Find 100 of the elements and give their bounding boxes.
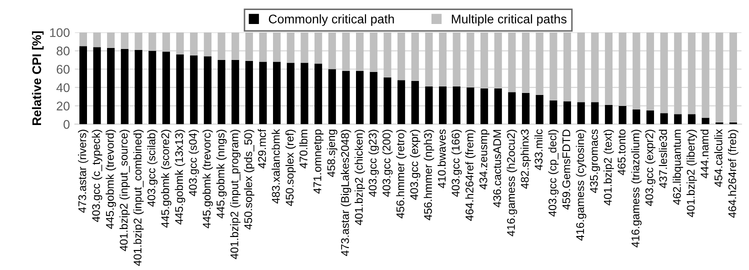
x-tick-label: 473.astar (rivers) (78, 130, 88, 213)
bar (702, 32, 710, 118)
bar (452, 86, 460, 124)
bar (632, 32, 640, 110)
bar (342, 70, 350, 124)
x-tick-label: 464.h264ref (frem) (465, 130, 476, 221)
bar (397, 80, 406, 124)
y-tick-label: 0 (64, 120, 70, 129)
bar (148, 32, 156, 51)
bar (245, 32, 253, 61)
bar (79, 46, 87, 124)
bar (204, 32, 212, 56)
bar (425, 86, 433, 124)
x-tick-label: 456.hmmer (nph3) (424, 130, 434, 220)
x-tick-label: 437.leslie3d (658, 130, 668, 188)
bar (148, 50, 156, 124)
y-tick-label: 80 (56, 46, 70, 56)
bar (190, 55, 198, 124)
x-tick-label: 403.gcc (expr2) (645, 130, 656, 206)
bar (245, 60, 253, 124)
bar (688, 114, 696, 124)
bar (563, 101, 572, 124)
x-tick-label: 471.omnetpp (314, 130, 324, 194)
bar (494, 88, 502, 124)
x-tick-label: 434.zeusmp (479, 130, 490, 190)
bar (218, 32, 226, 60)
bar (660, 113, 668, 124)
x-tick-label: 436.cactusADM (493, 130, 502, 208)
x-tick-label: 445.gobmk (trevorc) (202, 130, 213, 228)
bar (384, 77, 392, 124)
x-tick-label: 445.gobmk (trevord) (106, 130, 116, 229)
bar (411, 32, 419, 82)
x-tick-label: 444.namd (700, 130, 709, 178)
bar (134, 32, 142, 50)
bar (314, 64, 322, 124)
bar (259, 62, 267, 124)
bar (536, 94, 544, 124)
bar (232, 32, 240, 60)
bar (218, 60, 226, 124)
bar (232, 60, 240, 124)
x-tick-label: 403.gcc (166) (451, 130, 462, 197)
bar (729, 32, 738, 122)
bar (259, 32, 267, 62)
x-tick-label: 456.hmmer (retro) (396, 130, 406, 218)
bar (646, 32, 654, 110)
x-tick-label: 465.tonto (618, 130, 626, 176)
x-tick-label: 401.bzip2 (input_program) (230, 130, 241, 260)
bar (577, 32, 585, 102)
bar (632, 110, 640, 124)
bar (522, 32, 530, 93)
bar (494, 32, 502, 88)
bar (286, 32, 294, 63)
bar (120, 48, 128, 124)
legend-label: Commonly critical path (268, 14, 394, 26)
x-tick-label: 401.bzip2 (chicken) (354, 130, 365, 226)
bar (384, 32, 392, 78)
bar (162, 32, 170, 52)
bar (328, 32, 336, 70)
bar (577, 102, 585, 124)
x-tick-label: 482.sphinx3 (520, 130, 531, 189)
y-tick-label: 20 (56, 102, 70, 110)
bar (480, 88, 488, 124)
bar (176, 32, 184, 54)
bar (190, 32, 198, 56)
x-tick-label: 473.astar (BigLakes2048) (340, 130, 352, 256)
x-tick-label: 435.gromacs (590, 129, 600, 194)
x-tick-label: 403.gcc (g23) (368, 130, 379, 197)
bar (716, 32, 724, 122)
bar (660, 32, 668, 114)
bar (688, 32, 696, 114)
bar (356, 32, 364, 71)
legend-label: Multiple critical paths (452, 14, 566, 26)
x-tick-label: 410.bwaves (438, 129, 446, 188)
bar (79, 32, 87, 46)
bar (397, 32, 406, 80)
y-tick-label: 40 (56, 83, 70, 92)
bar (120, 32, 128, 49)
x-tick-label: 401.bzip2 (liberty) (686, 130, 697, 218)
bar (702, 118, 710, 124)
x-tick-label: 403.gcc (s04) (188, 130, 200, 196)
x-tick-label: 433.milc (534, 129, 543, 170)
x-tick-label: 403.gcc (c_typeck) (92, 130, 102, 222)
x-tick-label: 445.gobmk (13x13) (174, 130, 186, 225)
x-tick-label: 401.bzip2 (input_combined) (133, 130, 144, 266)
bar (286, 62, 294, 124)
bar (522, 92, 530, 124)
bar (328, 69, 336, 124)
bar (107, 32, 115, 48)
bar (646, 110, 654, 124)
y-tick-label: 60 (56, 64, 70, 74)
x-tick-label: 429.mcf (258, 129, 266, 168)
bar (273, 62, 281, 124)
bar (591, 102, 599, 124)
bar (604, 104, 613, 124)
x-tick-label: 464.h264ref (freb) (728, 130, 738, 218)
bar (591, 32, 599, 102)
bar (425, 32, 433, 87)
x-tick-label: 454.calculix (714, 129, 722, 187)
bar (438, 86, 447, 124)
bar (604, 32, 613, 105)
